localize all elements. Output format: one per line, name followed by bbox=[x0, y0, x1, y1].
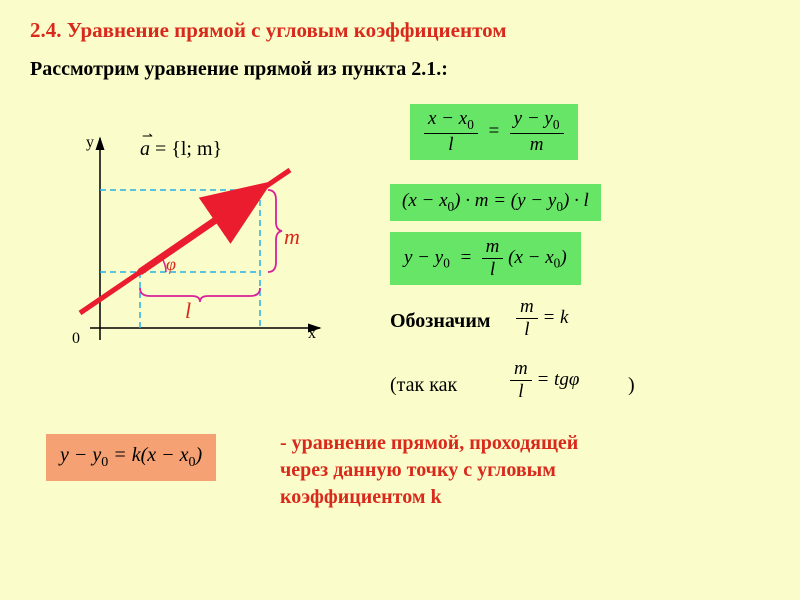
x-axis-label: x bbox=[308, 325, 316, 343]
vector-tail-dot bbox=[137, 269, 143, 275]
brace-m bbox=[268, 190, 282, 272]
close-paren: ) bbox=[628, 374, 635, 397]
y-axis-label: y bbox=[86, 134, 94, 152]
final-equation: y − y0 = k(x − x0) bbox=[46, 434, 216, 481]
oboznachim-label: Обозначим bbox=[390, 310, 490, 333]
section-title: 2.4. Уравнение прямой с угловым коэффици… bbox=[30, 18, 507, 43]
vector-a-label: ⇀ a = {l; m} bbox=[140, 138, 222, 161]
phi-label: φ bbox=[166, 254, 176, 275]
equation-1: x − x0l = y − y0m bbox=[410, 104, 578, 160]
origin-label: 0 bbox=[72, 330, 80, 348]
direction-vector bbox=[140, 193, 255, 272]
coordinate-graph: y x 0 ⇀ a = {l; m} m l φ bbox=[30, 130, 330, 360]
l-label: l bbox=[185, 298, 191, 324]
description: - уравнение прямой, проходящей через дан… bbox=[280, 430, 750, 511]
tak-kak-eq: ml = tgφ bbox=[510, 358, 579, 403]
subtitle: Рассмотрим уравнение прямой из пункта 2.… bbox=[30, 58, 448, 81]
equation-2: (x − x0) · m = (y − y0) · l bbox=[390, 184, 601, 221]
m-label: m bbox=[284, 224, 300, 250]
brace-l bbox=[140, 288, 260, 302]
oboznachim-eq: ml = k bbox=[516, 296, 569, 341]
tak-kak-label: (так как bbox=[390, 374, 457, 397]
equation-3: y − y0 = ml (x − x0) bbox=[390, 232, 581, 285]
